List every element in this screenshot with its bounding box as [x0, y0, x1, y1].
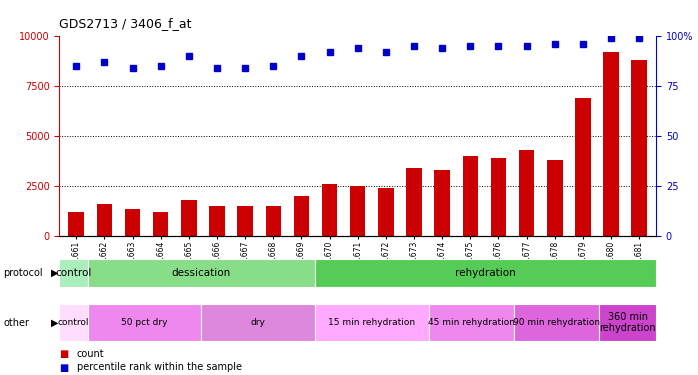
Text: 360 min
rehydration: 360 min rehydration [600, 312, 656, 333]
Bar [209, 206, 225, 236]
Text: percentile rank within the sample: percentile rank within the sample [77, 363, 242, 372]
Bar [315, 259, 656, 287]
Text: dry: dry [251, 318, 266, 327]
Bar [600, 304, 656, 341]
Bar [322, 184, 337, 236]
Text: ■: ■ [59, 363, 68, 372]
Bar [96, 204, 112, 236]
Text: 90 min rehydration: 90 min rehydration [513, 318, 600, 327]
Bar [547, 160, 563, 236]
Bar [491, 158, 506, 236]
Bar [88, 304, 202, 341]
Bar [434, 170, 450, 236]
Text: protocol: protocol [3, 268, 43, 278]
Text: other: other [3, 318, 29, 327]
Bar [463, 156, 478, 236]
Bar [575, 98, 591, 236]
Bar [202, 304, 315, 341]
Text: ■: ■ [59, 350, 68, 359]
Bar [350, 186, 366, 236]
Text: ▶: ▶ [51, 268, 59, 278]
Text: 50 pct dry: 50 pct dry [121, 318, 168, 327]
Bar [237, 206, 253, 236]
Bar [88, 259, 315, 287]
Text: count: count [77, 350, 105, 359]
Bar [265, 206, 281, 236]
Text: 45 min rehydration: 45 min rehydration [428, 318, 515, 327]
Bar [315, 304, 429, 341]
Bar [514, 304, 600, 341]
Bar [406, 168, 422, 236]
Bar [125, 209, 140, 236]
Bar [59, 259, 88, 287]
Bar [632, 60, 647, 236]
Text: ▶: ▶ [51, 318, 59, 327]
Bar [294, 196, 309, 236]
Bar [68, 212, 84, 236]
Bar [519, 150, 535, 236]
Text: dessication: dessication [172, 268, 231, 278]
Text: control: control [58, 318, 89, 327]
Bar [603, 52, 619, 236]
Bar [429, 304, 514, 341]
Bar [59, 304, 88, 341]
Bar [153, 212, 168, 236]
Text: rehydration: rehydration [455, 268, 516, 278]
Bar [181, 200, 197, 236]
Bar [378, 188, 394, 236]
Text: control: control [55, 268, 91, 278]
Text: 15 min rehydration: 15 min rehydration [328, 318, 415, 327]
Text: GDS2713 / 3406_f_at: GDS2713 / 3406_f_at [59, 17, 192, 30]
